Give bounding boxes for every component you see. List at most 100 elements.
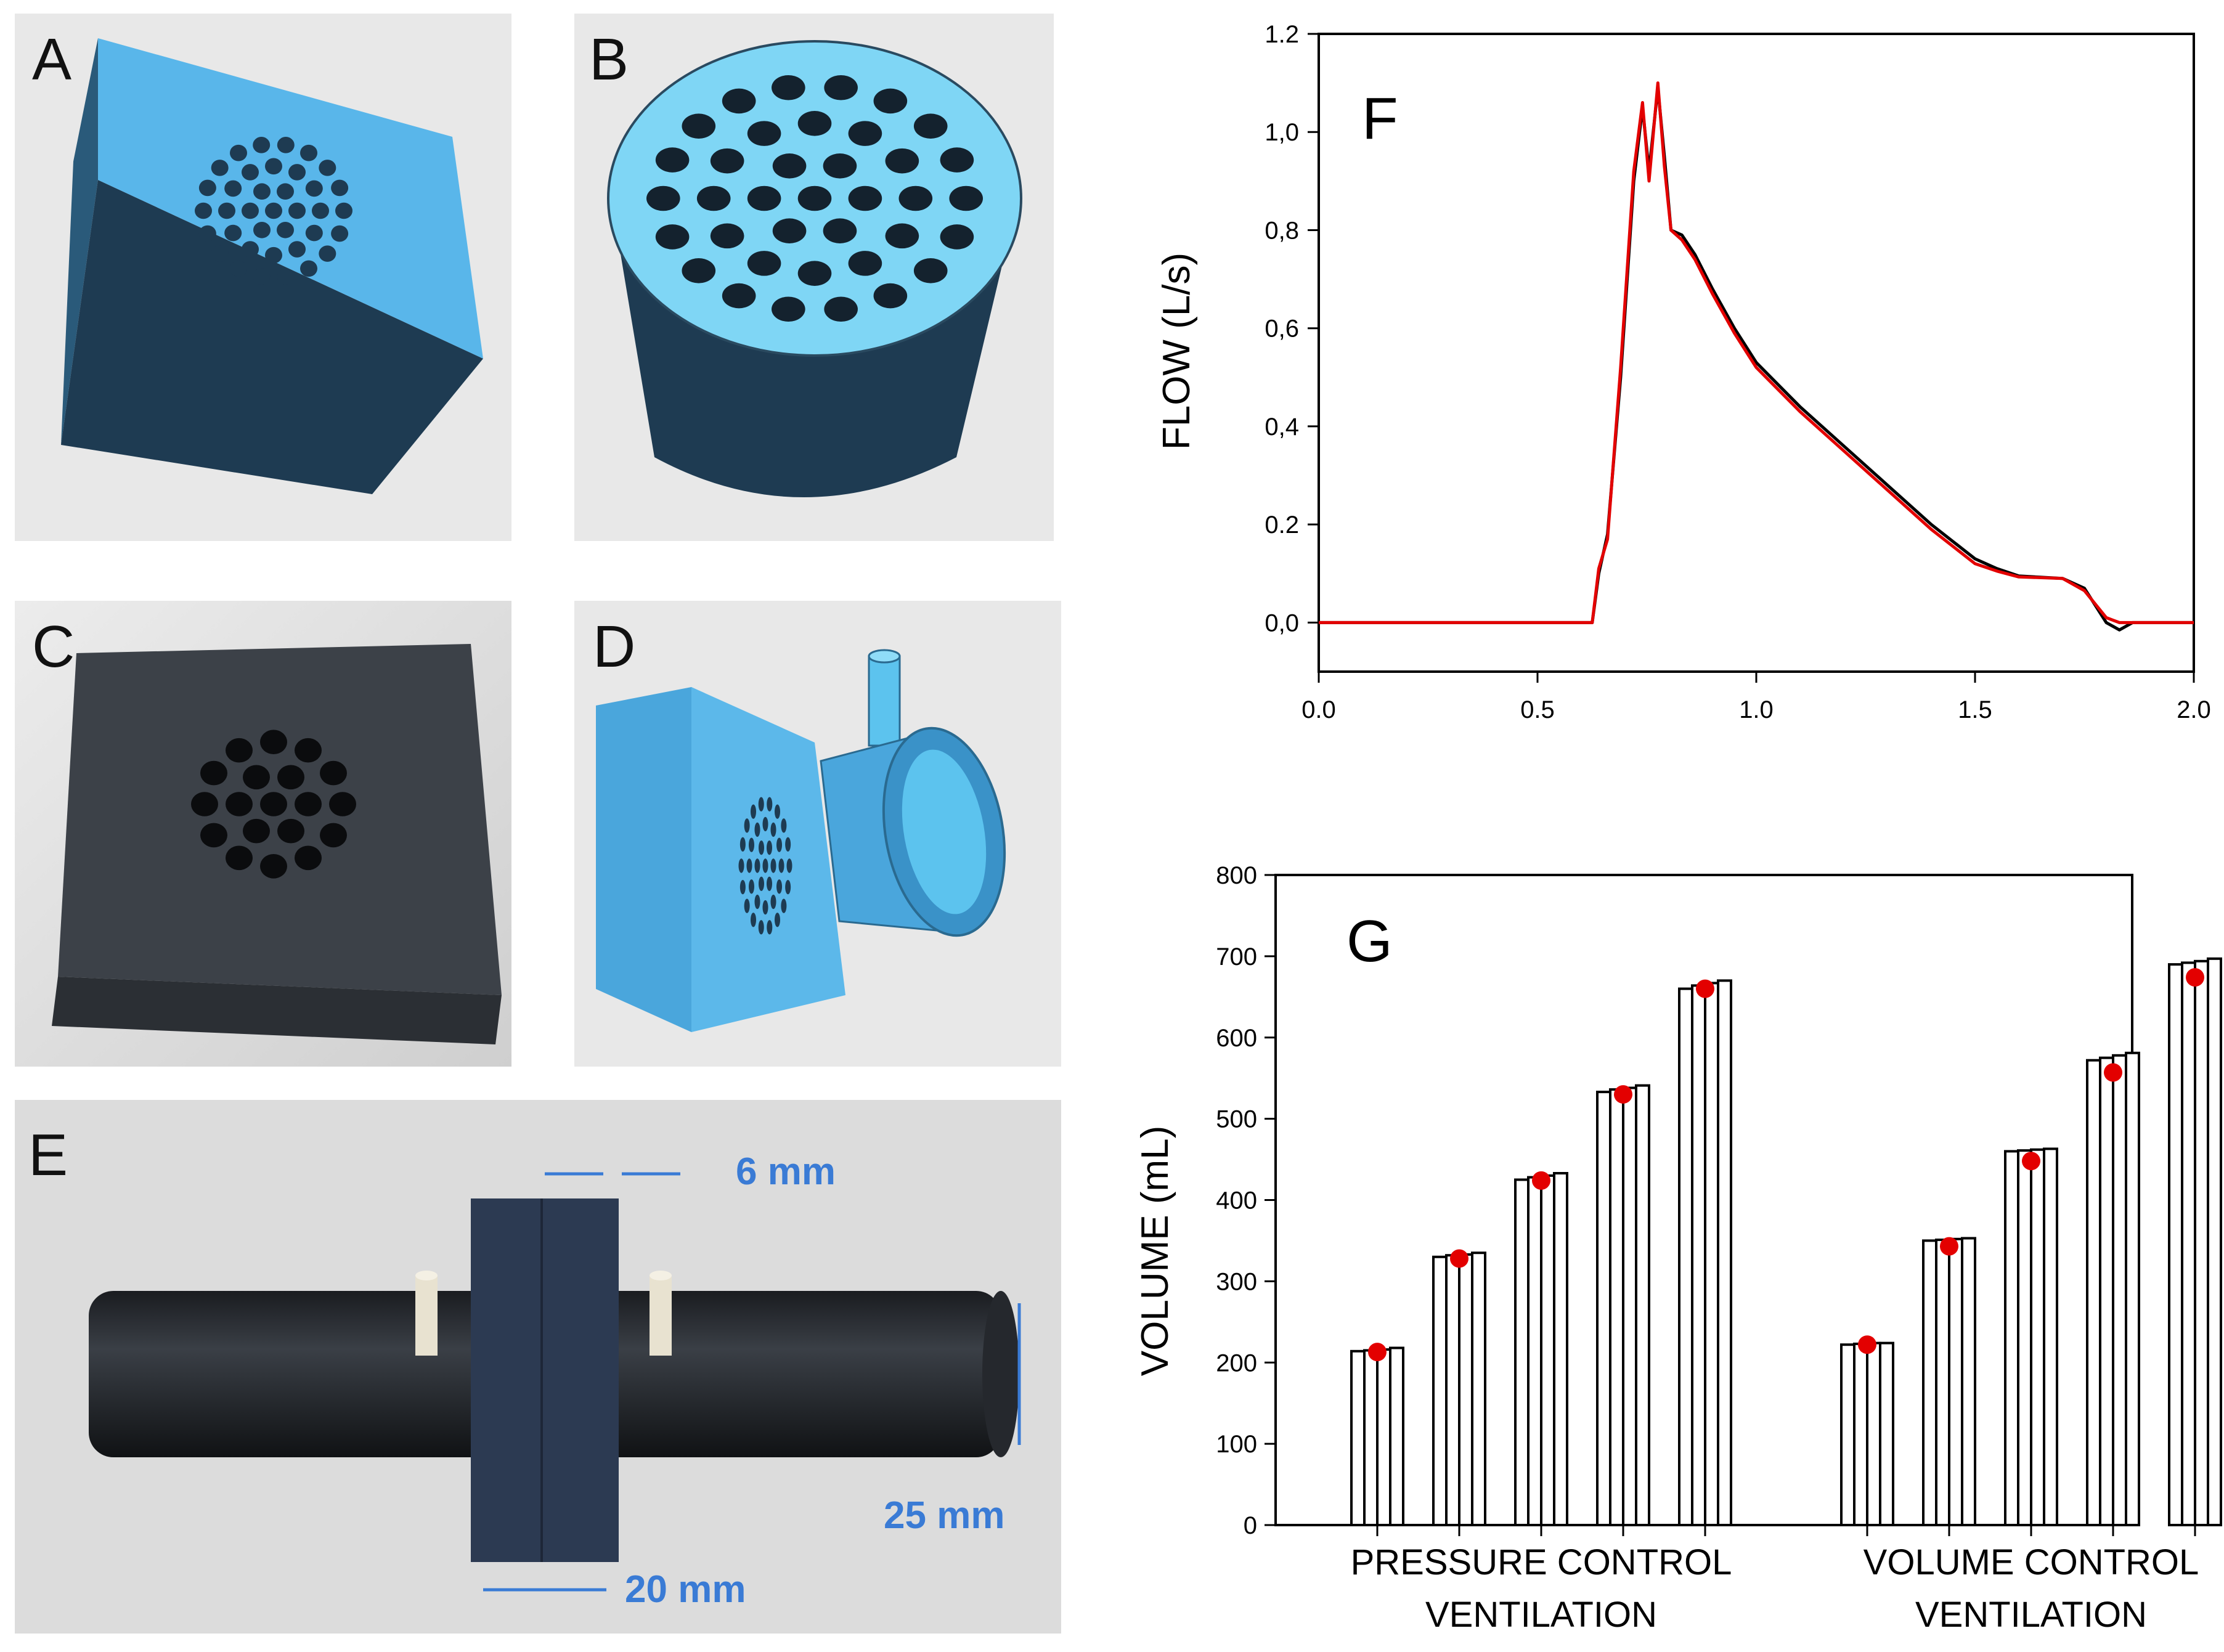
panel-b: B	[574, 14, 1054, 541]
x-tick-label: 0.0	[1301, 696, 1336, 723]
hole	[319, 823, 347, 848]
hole	[770, 858, 776, 873]
panel-d: D	[574, 601, 1061, 1067]
hole	[260, 792, 287, 816]
hole	[781, 818, 787, 833]
panel-letter-g: G	[1346, 908, 1393, 974]
volume-marker	[1696, 979, 1714, 998]
hole	[230, 144, 247, 161]
panel-letter-c: C	[32, 614, 75, 680]
hole	[758, 797, 764, 812]
volume-bar	[2207, 957, 2222, 1527]
hole	[770, 894, 776, 909]
hole	[738, 858, 744, 873]
volume-marker	[1858, 1335, 1876, 1354]
volume-bar	[2099, 1056, 2114, 1526]
hole	[242, 164, 259, 181]
volume-bar	[2086, 1059, 2101, 1526]
hole-pattern-a	[195, 137, 352, 285]
hole	[751, 913, 756, 927]
hole	[331, 225, 349, 242]
hole	[772, 153, 807, 179]
x-tick-label: 0.5	[1520, 696, 1555, 723]
hole	[873, 283, 908, 309]
hole	[848, 251, 882, 276]
panel-letter-d: D	[593, 614, 636, 680]
hole	[744, 898, 750, 913]
volume-bar	[1471, 1251, 1486, 1526]
hole	[739, 837, 746, 852]
hole	[198, 179, 216, 197]
y-tick-label: 0,0	[1265, 609, 1299, 637]
hole	[260, 730, 287, 754]
y-tick-label: 1.2	[1265, 21, 1299, 48]
volume-bar	[1527, 1176, 1542, 1526]
hole-pattern-b	[646, 75, 983, 322]
hole	[762, 900, 768, 915]
hole	[253, 268, 271, 285]
hole	[242, 202, 259, 219]
category-label: VENTILATION	[1915, 1595, 2147, 1635]
hole	[751, 804, 756, 819]
plot-frame	[1318, 33, 2195, 673]
hole	[253, 221, 271, 238]
hole	[218, 202, 235, 219]
hole	[754, 858, 760, 873]
volume-bar	[1540, 1174, 1555, 1526]
hole	[739, 879, 746, 895]
volume-bar	[2112, 1054, 2127, 1526]
block-render	[61, 38, 483, 494]
hole	[772, 296, 805, 322]
volume-marker	[1532, 1171, 1550, 1190]
hole	[295, 738, 322, 763]
volume-bar	[1553, 1172, 1568, 1526]
volume-bar	[1445, 1254, 1460, 1526]
hole	[949, 185, 983, 211]
volume-bar	[1609, 1088, 1624, 1527]
hole	[710, 223, 744, 249]
hole	[277, 221, 294, 238]
volume-bar	[1596, 1091, 1611, 1527]
panel-letter-f: F	[1362, 86, 1398, 152]
panel-letter-b: B	[589, 26, 629, 92]
volume-bar	[1961, 1237, 1976, 1526]
category-label: VOLUME CONTROL	[1864, 1542, 2199, 1582]
category-label: PRESSURE CONTROL	[1351, 1542, 1732, 1582]
volume-chart: VOLUME (mL) G 0100200300400500600700800 …	[1134, 862, 2222, 1635]
hole	[848, 121, 882, 146]
hole	[655, 147, 690, 173]
volume-bar	[1678, 987, 1693, 1527]
volume-bar	[2004, 1150, 2019, 1526]
hole	[767, 840, 772, 855]
volume-bar	[1853, 1342, 1868, 1527]
hole	[696, 185, 731, 211]
panel-e: 6 mm 25 mm 20 mm E	[15, 1100, 1061, 1634]
y-tick-label: 0,4	[1265, 413, 1299, 441]
hole	[747, 121, 781, 146]
hole	[722, 88, 756, 114]
hole	[747, 185, 781, 211]
hole	[797, 111, 832, 136]
volume-bar	[1935, 1239, 1950, 1526]
hole	[277, 765, 304, 790]
volume-marker	[1614, 1085, 1632, 1104]
volume-bar	[2181, 961, 2196, 1526]
volume-bar	[1622, 1086, 1637, 1526]
hole	[786, 858, 792, 873]
hole	[722, 283, 756, 309]
hole	[226, 845, 253, 871]
hole	[243, 765, 270, 790]
hole	[226, 792, 253, 816]
hole	[754, 894, 760, 909]
hole	[940, 224, 974, 250]
y-tick-label: 0.2	[1265, 511, 1299, 539]
hole	[772, 75, 805, 100]
hole	[767, 920, 773, 935]
hole	[873, 88, 908, 114]
y-tick-label: 300	[1216, 1268, 1257, 1295]
y-tick-label: 0	[1244, 1512, 1257, 1539]
hole	[785, 879, 791, 895]
hole	[335, 202, 352, 219]
hole	[767, 876, 772, 891]
hole	[226, 738, 253, 763]
